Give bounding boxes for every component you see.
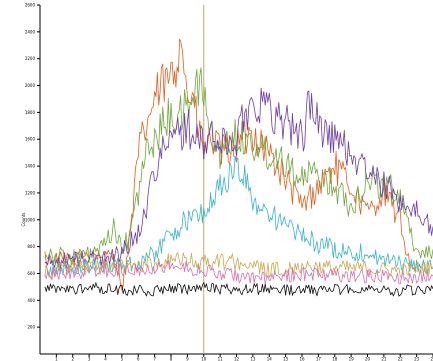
y-tick-label-2400: 2400 [25, 29, 36, 34]
x-tick-label-23: 23 [414, 357, 420, 361]
y-tick-label-1200: 1200 [25, 190, 36, 195]
series-line-5 [44, 252, 433, 279]
series-line-2 [44, 67, 433, 266]
x-tick-label-21: 21 [381, 357, 387, 361]
x-tick-label-7: 7 [153, 357, 156, 361]
x-tick-label-17: 17 [316, 357, 322, 361]
x-tick-label-3: 3 [88, 357, 91, 361]
x-tick-label-15: 15 [283, 357, 289, 361]
x-tick-label-5: 5 [121, 357, 124, 361]
x-tick-label-4: 4 [104, 357, 107, 361]
x-tick-label-19: 19 [349, 357, 355, 361]
x-tick-label-9: 9 [186, 357, 189, 361]
series-line-4 [44, 156, 433, 277]
y-tick-label-1000: 1000 [25, 217, 36, 222]
x-tick-label-10: 10 [201, 357, 207, 361]
y-tick-label-400: 400 [27, 298, 35, 303]
x-tick-label-8: 8 [170, 357, 173, 361]
series-line-6 [44, 259, 433, 285]
x-tick-label-1: 1 [55, 357, 58, 361]
series-line-7 [44, 282, 433, 297]
x-tick-label-13: 13 [250, 357, 256, 361]
x-tick-label-2: 2 [71, 357, 74, 361]
y-tick-label-2600: 2600 [25, 3, 36, 8]
x-tick-label-14: 14 [267, 357, 273, 361]
y-tick-label-2200: 2200 [25, 56, 36, 61]
y-tick-label-800: 800 [27, 244, 35, 249]
y-tick-label-600: 600 [27, 271, 35, 276]
x-tick-label-20: 20 [365, 357, 371, 361]
y-axis-label: Counts [21, 213, 26, 227]
x-tick-label-16: 16 [299, 357, 305, 361]
x-tick-label-12: 12 [234, 357, 240, 361]
x-tick-label-22: 22 [398, 357, 404, 361]
x-tick-label-18: 18 [332, 357, 338, 361]
y-tick-label-200: 200 [27, 325, 35, 330]
x-tick-label-24: 24 [430, 357, 433, 361]
y-tick-label-2000: 2000 [25, 83, 36, 88]
y-tick-label-1400: 1400 [25, 164, 36, 169]
x-tick-label-11: 11 [218, 357, 224, 361]
y-tick-label-1800: 1800 [25, 110, 36, 115]
y-tick-label-1600: 1600 [25, 137, 36, 142]
series-line-3 [44, 87, 433, 270]
x-tick-label-6: 6 [137, 357, 140, 361]
